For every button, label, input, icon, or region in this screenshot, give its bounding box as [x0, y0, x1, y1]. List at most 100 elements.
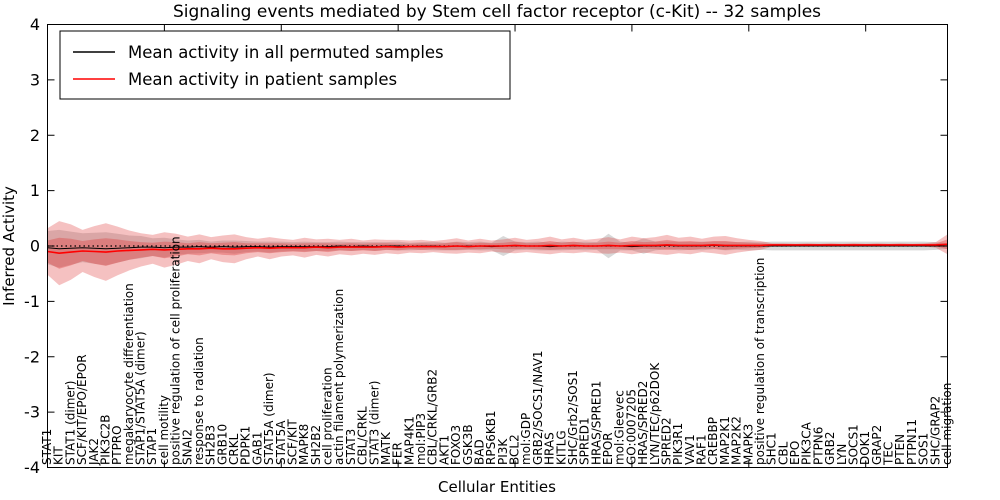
- category-label: SPRED1: [578, 417, 592, 465]
- category-label: MAPK8: [297, 424, 311, 465]
- category-label: STAT3 (dimer): [367, 381, 381, 465]
- category-label: FER: [391, 442, 405, 465]
- category-label: cell migration: [940, 383, 954, 465]
- category-label: response to radiation: [192, 337, 206, 465]
- patient-mean-line: [47, 243, 948, 255]
- category-label: PI3K: [496, 438, 510, 465]
- category-label: BAD: [473, 439, 487, 465]
- category-label: SCF/KIT: [286, 419, 300, 465]
- legend: Mean activity in all permuted samples Me…: [59, 30, 511, 100]
- category-label: PIK3R1: [671, 423, 685, 465]
- category-label: PIK3C2B: [98, 414, 112, 465]
- category-label: STAT5A: [274, 420, 288, 465]
- category-label: CRKL: [227, 433, 241, 465]
- category-label: RPS6KB1: [484, 410, 498, 465]
- category-label: LYN/TEC/p62DOK: [648, 362, 662, 465]
- category-label: STAT1: [40, 429, 54, 465]
- category-label: PIK3CA: [800, 421, 814, 465]
- category-label: SH2B2: [309, 425, 323, 465]
- category-label: STAT5A (dimer): [262, 372, 276, 465]
- chart-title: Signaling events mediated by Stem cell f…: [173, 2, 821, 22]
- x-axis-label: Cellular Entities: [438, 478, 556, 496]
- y-tick-label: 3: [30, 70, 40, 89]
- category-label: TEC: [882, 442, 896, 466]
- category-label: CBL/CRKL/GRB2: [426, 369, 440, 465]
- y-axis-label: Inferred Activity: [0, 186, 18, 306]
- category-label: KIT: [52, 446, 66, 465]
- category-label: MAP2K2: [730, 416, 744, 465]
- category-label: megakaryocyte differentiation: [122, 283, 136, 465]
- category-label: SPRED2: [660, 417, 674, 465]
- category-label: PTPRO: [110, 425, 124, 465]
- category-label: PDPK1: [239, 426, 253, 465]
- category-label: PTPN11: [905, 419, 919, 465]
- category-label: VAV1: [683, 434, 697, 465]
- category-label: CBL/CRKL: [356, 406, 370, 465]
- legend-label-patient: Mean activity in patient samples: [128, 70, 397, 89]
- category-label: FOXO3: [449, 425, 463, 465]
- legend-label-permuted: Mean activity in all permuted samples: [128, 43, 444, 62]
- category-label: cell proliferation: [321, 367, 335, 465]
- category-label: cell motility: [157, 395, 171, 465]
- category-label: STAP1: [145, 428, 159, 465]
- legend-box: [59, 30, 511, 100]
- category-label: HRAS/SPRED1: [589, 381, 603, 465]
- category-label: MAP4K1: [402, 416, 416, 465]
- category-label: SOS1: [917, 433, 931, 465]
- category-label: DOK1: [858, 431, 872, 465]
- category-label: STAT1 (dimer): [63, 381, 77, 465]
- y-tick-label: 0: [30, 237, 40, 256]
- category-label: PTEN: [893, 434, 907, 465]
- axes: [47, 24, 948, 468]
- category-label: EPOR: [601, 432, 615, 465]
- mean-lines: [47, 243, 948, 255]
- category-label: SNAI2: [180, 429, 194, 465]
- category-label: EPO: [788, 441, 802, 465]
- y-tick-label: -1: [24, 292, 40, 311]
- category-label: mol:GDP: [519, 413, 533, 465]
- category-label: SHC/Grb2/SOS1: [566, 370, 580, 465]
- category-label: GSK3B: [461, 424, 475, 465]
- category-label: AKT1: [437, 435, 451, 465]
- category-label: STAP1/STAT5A (dimer): [134, 331, 148, 465]
- category-label: positive regulation of cell proliferatio…: [169, 236, 183, 465]
- category-label: MAPK3: [741, 424, 755, 465]
- y-tick-label: 1: [30, 181, 40, 200]
- patient-band-outer: [47, 221, 948, 286]
- category-label: RAF1: [695, 434, 709, 465]
- category-label: PTPN6: [811, 427, 825, 465]
- category-label: BCL2: [508, 434, 522, 465]
- category-label: GO:0007205: [624, 389, 638, 465]
- category-label: mol:PIP3: [414, 413, 428, 465]
- category-label: CBL: [776, 441, 790, 465]
- category-label: JAK2: [87, 438, 101, 466]
- category-label: GRB10: [215, 424, 229, 465]
- category-label: STAT3: [344, 429, 358, 465]
- category-label: LYN: [835, 444, 849, 465]
- category-label: GRB2/SOCS1/NAV1: [531, 350, 545, 465]
- y-tick-label: 2: [30, 126, 40, 145]
- category-label: actin filament polymerization: [332, 289, 346, 465]
- category-label: SHC1: [765, 432, 779, 465]
- y-tick-label: -2: [24, 347, 40, 366]
- category-label: CREBBP: [706, 417, 720, 465]
- category-label: SOCS1: [847, 424, 861, 465]
- y-tick-label: -3: [24, 403, 40, 422]
- permuted-std-band: [47, 229, 948, 268]
- category-label: MATK: [379, 431, 393, 465]
- y-tick-labels: 4 3 2 1 0 -1 -2 -3 -4: [24, 15, 40, 477]
- category-label: SHC/GRAP2: [928, 396, 942, 465]
- category-label: SCF/KIT/EPO/EPOR: [75, 354, 89, 465]
- category-label: HRAS: [543, 432, 557, 465]
- category-label: HRAS/SPRED2: [636, 381, 650, 465]
- category-label: GRB2: [823, 431, 837, 465]
- category-label: KITLG: [554, 430, 568, 465]
- y-tick-label: -4: [24, 458, 40, 477]
- y-tick-label: 4: [30, 15, 40, 34]
- category-label: SH2B3: [204, 425, 218, 465]
- category-label: mol:Gleevec: [613, 390, 627, 465]
- category-label: GAB1: [250, 432, 264, 465]
